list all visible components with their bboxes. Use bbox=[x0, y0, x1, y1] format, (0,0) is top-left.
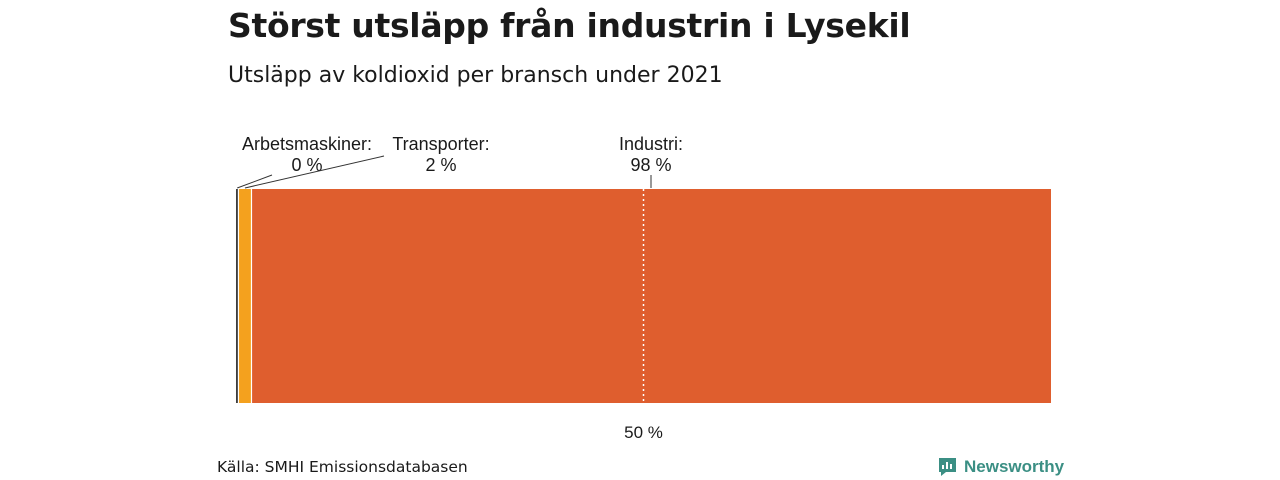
chart-title: Störst utsläpp från industrin i Lysekil bbox=[228, 6, 911, 45]
category-label-transporter: Transporter: bbox=[392, 134, 489, 154]
value-label-arbetsmaskiner: 0 % bbox=[291, 155, 322, 175]
category-label-arbetsmaskiner: Arbetsmaskiner: bbox=[242, 134, 372, 154]
source-note: Källa: SMHI Emissionsdatabasen bbox=[217, 458, 468, 476]
value-label-industri: 98 % bbox=[630, 155, 671, 175]
value-label-transporter: 2 % bbox=[425, 155, 456, 175]
leader-line-arbetsmaskiner bbox=[237, 174, 273, 189]
newsworthy-logo-icon bbox=[939, 458, 956, 476]
brand-name: Newsworthy bbox=[964, 456, 1065, 476]
reference-line-label: 50 % bbox=[624, 423, 663, 442]
category-label-industri: Industri: bbox=[619, 134, 683, 154]
chart-subtitle: Utsläpp av koldioxid per bransch under 2… bbox=[228, 63, 723, 88]
bar-segment-transporter bbox=[238, 189, 252, 403]
brand-logo: Newsworthy bbox=[937, 456, 1064, 477]
leader-line-transporter bbox=[244, 155, 385, 189]
bar-segment-arbetsmaskiner bbox=[236, 189, 239, 403]
bar-segment-industri bbox=[251, 189, 1052, 403]
